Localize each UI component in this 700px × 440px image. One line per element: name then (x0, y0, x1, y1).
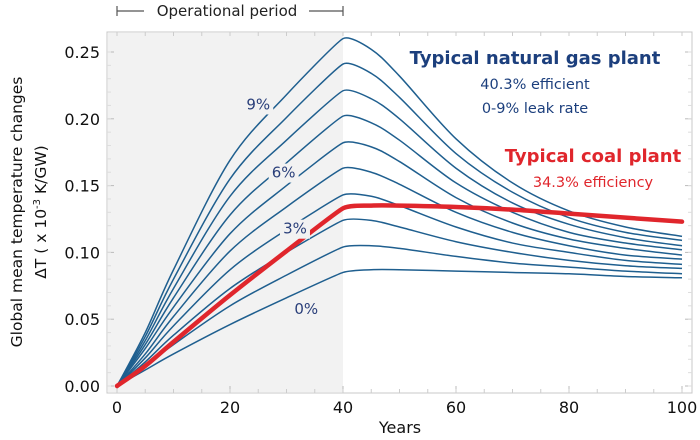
gas-line-9pct (116, 37, 683, 387)
y-tick-label: 0.10 (64, 243, 100, 262)
x-tick-label: 100 (667, 398, 698, 417)
gas-line-4pct (116, 166, 683, 387)
curve-label-background (243, 95, 274, 115)
coal-line (114, 203, 685, 389)
x-tick-label: 40 (333, 398, 353, 417)
y-tick-label: 0.20 (64, 110, 100, 129)
gas-line-2pct (116, 218, 683, 387)
gas-line-6pct (116, 114, 683, 387)
operational-period-label: Operational period (157, 2, 298, 20)
y-axis-label-line1: Global mean temperature changes (8, 77, 26, 348)
gas-line-5pct (116, 141, 683, 387)
curve-label-0pct: 0% (294, 300, 318, 318)
gas-line-0pct (116, 268, 683, 387)
y-tick-label: 0.25 (64, 43, 100, 62)
gas-line-3pct (116, 193, 683, 387)
coal-efficiency: 34.3% efficiency (533, 175, 654, 191)
y-tick-label: 0.15 (64, 177, 100, 196)
y-tick-label: 0.00 (64, 377, 100, 396)
gas-title: Typical natural gas plant (410, 48, 661, 69)
curve-label-9pct: 9% (246, 95, 270, 113)
x-axis-label: Years (378, 418, 421, 437)
curve-label-background (268, 163, 299, 183)
operational-period-bracket: Operational period (116, 2, 344, 20)
coal-title: Typical coal plant (505, 146, 682, 167)
x-tick-label: 20 (220, 398, 240, 417)
y-axis-label-line2: ΔT ( x 10-3 K/GW) (32, 145, 50, 278)
x-tick-label: 0 (112, 398, 122, 417)
x-tick-label: 80 (559, 398, 579, 417)
curve-label-background (291, 299, 322, 319)
curve-label-3pct: 3% (283, 220, 307, 238)
gas-line-7pct (116, 89, 683, 387)
x-tick-label: 60 (446, 398, 466, 417)
curve-label-6pct: 6% (272, 164, 296, 182)
gas-line-8pct (116, 62, 683, 387)
gas-efficiency: 40.3% efficient (480, 77, 590, 93)
gas-leak-rate: 0-9% leak rate (482, 101, 588, 117)
y-tick-label: 0.05 (64, 310, 100, 329)
curve-label-background (279, 219, 310, 239)
